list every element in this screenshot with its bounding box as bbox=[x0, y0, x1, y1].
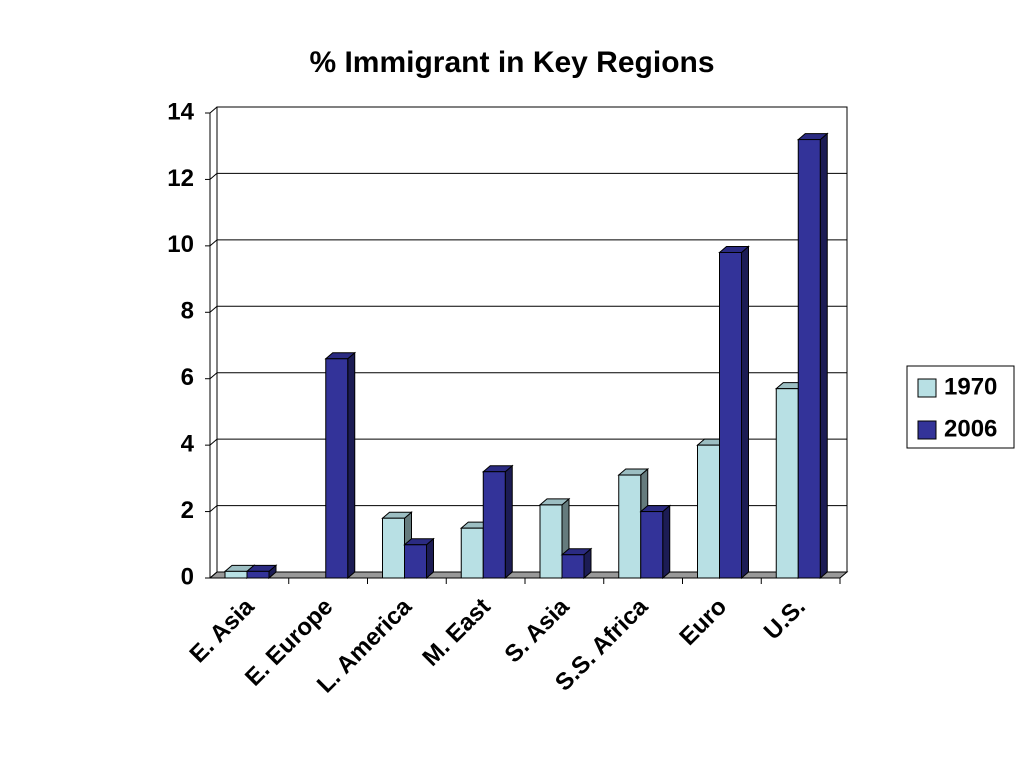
bar-side bbox=[504, 464, 513, 580]
bar bbox=[224, 570, 248, 579]
bar-side bbox=[741, 245, 749, 580]
bar bbox=[539, 504, 563, 579]
x-tick-label: S. Asia bbox=[500, 593, 576, 669]
legend-label: 2006 bbox=[944, 415, 997, 442]
bar bbox=[561, 554, 585, 579]
y-tick-label: 12 bbox=[167, 165, 194, 192]
x-tick-label: U.S. bbox=[759, 593, 811, 645]
grid-line bbox=[209, 172, 847, 180]
y-tick-label: 4 bbox=[181, 430, 195, 457]
legend-label: 1970 bbox=[944, 373, 997, 400]
grid-line bbox=[209, 372, 847, 380]
y-tick-label: 10 bbox=[167, 231, 194, 258]
bar bbox=[719, 252, 742, 579]
x-tick-label: M. East bbox=[417, 593, 496, 672]
bar-side bbox=[819, 132, 828, 580]
legend-swatch bbox=[917, 378, 937, 398]
bar bbox=[640, 511, 664, 579]
y-tick-label: 8 bbox=[181, 298, 194, 325]
bar-side bbox=[426, 537, 434, 580]
bar bbox=[775, 388, 799, 579]
bar bbox=[382, 517, 405, 579]
bar bbox=[697, 444, 720, 579]
grid-line bbox=[209, 438, 847, 446]
bar bbox=[797, 139, 821, 579]
grid-line bbox=[209, 239, 847, 247]
bar bbox=[482, 471, 506, 579]
y-tick-label: 0 bbox=[181, 563, 194, 590]
y-tick-label: 6 bbox=[181, 364, 194, 391]
bar bbox=[404, 544, 427, 579]
y-tick-label: 2 bbox=[181, 497, 194, 524]
bar bbox=[246, 570, 270, 579]
plot-floor bbox=[208, 571, 849, 579]
x-tick-label: E. Asia bbox=[185, 593, 261, 669]
bar-side bbox=[347, 351, 356, 580]
y-tick-label: 14 bbox=[167, 98, 194, 125]
legend: 1970 2006 bbox=[906, 365, 1015, 449]
bar bbox=[460, 527, 484, 579]
legend-swatch bbox=[917, 420, 937, 440]
grid-line bbox=[209, 106, 847, 114]
bar-side bbox=[662, 504, 671, 580]
bar bbox=[325, 358, 349, 579]
plot-wall bbox=[216, 106, 848, 573]
grid-line bbox=[209, 305, 847, 313]
bar bbox=[618, 474, 642, 579]
chart-title: % Immigrant in Key Regions bbox=[309, 46, 714, 79]
x-tick-label: Euro bbox=[674, 593, 732, 651]
